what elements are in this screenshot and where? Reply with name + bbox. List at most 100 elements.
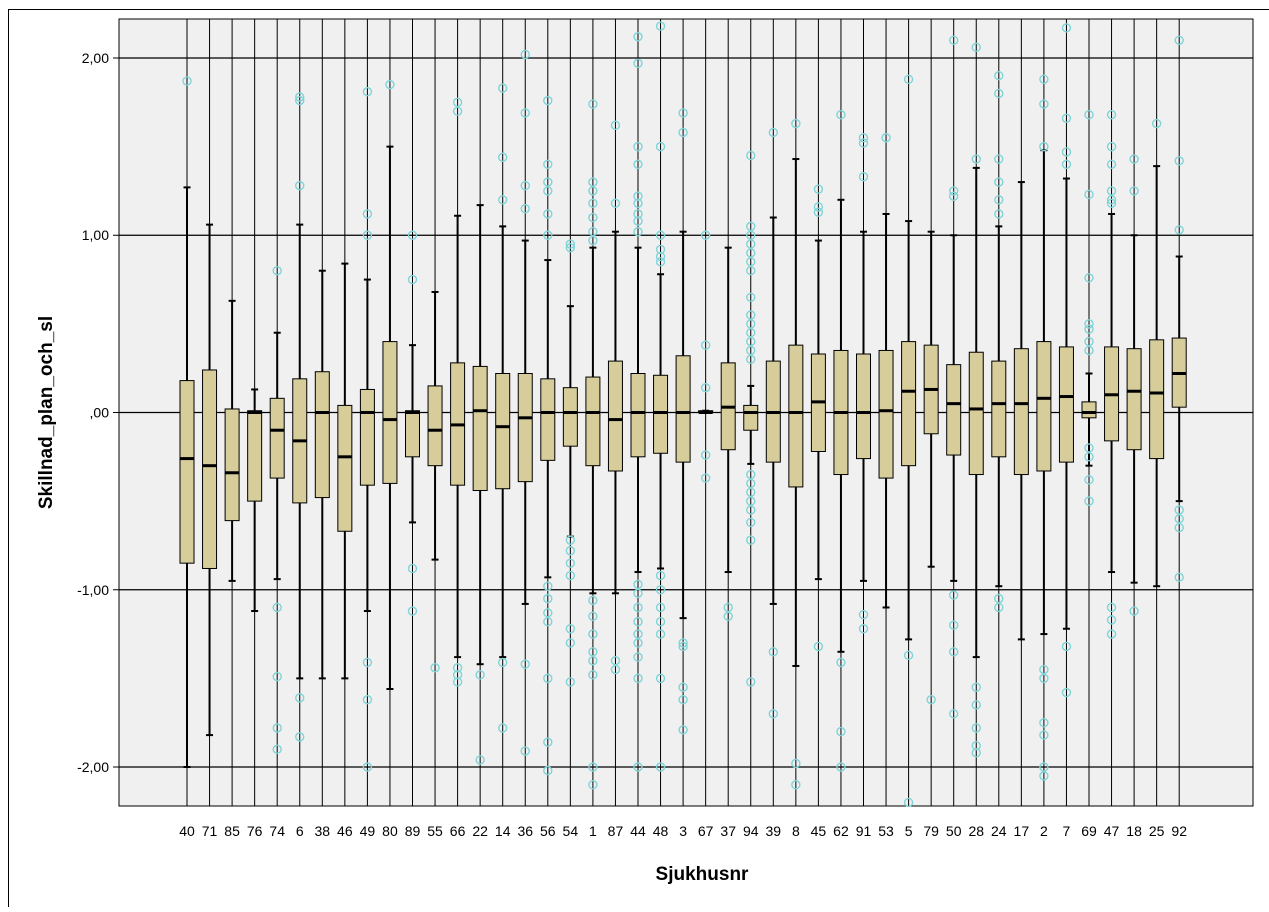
outlier-point: [836, 110, 846, 120]
outlier-point: [565, 638, 576, 648]
x-tick-label: 91: [856, 823, 872, 839]
outlier-point: [971, 741, 981, 751]
outlier-point: [295, 92, 305, 102]
outlier-point: [746, 319, 756, 329]
outlier-point: [543, 95, 553, 106]
outlier-point: [836, 762, 846, 772]
outlier-point: [565, 535, 576, 545]
outlier-point: [588, 629, 598, 639]
outlier-point: [768, 709, 778, 719]
outlier-point: [1174, 505, 1184, 515]
outlier-point: [791, 758, 801, 769]
outlier-point: [1039, 664, 1049, 675]
outlier-point: [746, 221, 756, 232]
outlier-point: [633, 638, 643, 648]
box: [968, 351, 984, 476]
outlier-point: [1084, 189, 1094, 200]
outlier-point: [633, 588, 643, 598]
outlier-point: [543, 159, 553, 170]
outlier-point: [1061, 687, 1072, 698]
outlier-point: [881, 133, 891, 143]
outlier-point: [994, 209, 1004, 219]
outlier-point: [1084, 452, 1094, 462]
outlier-point: [1061, 23, 1072, 33]
outlier-point: [858, 172, 869, 182]
outlier-point: [565, 677, 576, 687]
outlier-point: [520, 108, 530, 118]
outlier-point: [1174, 523, 1184, 533]
outlier-point: [1106, 629, 1117, 639]
page-border-left: [8, 9, 9, 907]
outlier-point: [746, 239, 756, 249]
outlier-point: [655, 21, 666, 31]
x-tick-label: 14: [495, 823, 511, 839]
box: [540, 378, 556, 461]
outlier-point: [520, 180, 530, 191]
x-tick-label: 66: [450, 823, 466, 839]
outlier-point: [678, 641, 688, 652]
outlier-point: [1039, 99, 1049, 109]
x-tick-label: 54: [563, 823, 579, 839]
outlier-point: [565, 570, 576, 581]
outlier-point: [633, 58, 643, 69]
outlier-point: [746, 517, 756, 528]
outlier-point: [746, 487, 756, 497]
outlier-point: [746, 354, 756, 365]
outlier-point: [994, 154, 1004, 164]
outlier-point: [633, 216, 643, 226]
box: [901, 341, 917, 467]
outlier-point: [362, 694, 373, 705]
outlier-point: [272, 744, 282, 754]
outlier-point: [452, 106, 463, 116]
y-tick-label: 1,00: [82, 227, 109, 243]
x-tick-label: 47: [1104, 823, 1120, 839]
outlier-point: [565, 239, 576, 249]
outlier-point: [272, 671, 282, 682]
outlier-point: [633, 652, 643, 662]
outlier-point: [926, 694, 936, 705]
outlier-point: [407, 230, 418, 240]
outlier-point: [543, 616, 553, 627]
x-tick-label: 45: [811, 823, 827, 839]
outlier-point: [588, 99, 598, 109]
outlier-point: [543, 765, 553, 776]
outlier-point: [633, 579, 643, 590]
outlier-point: [588, 647, 598, 657]
box: [179, 380, 195, 564]
outlier-point: [543, 737, 553, 747]
outlier-point: [498, 195, 508, 205]
outlier-point: [949, 647, 959, 657]
box: [1058, 346, 1074, 463]
outlier-point: [588, 780, 598, 790]
outlier-point: [385, 79, 395, 90]
box: [585, 376, 601, 467]
outlier-point: [498, 152, 508, 162]
outlier-point: [723, 602, 733, 613]
x-tick-label: 55: [427, 823, 443, 839]
outlier-point: [1061, 113, 1072, 123]
outlier-point: [1174, 225, 1184, 235]
outlier-point: [1084, 110, 1094, 120]
outlier-point: [746, 265, 756, 276]
outlier-point: [295, 693, 305, 703]
outlier-point: [655, 629, 666, 639]
outlier-point: [1039, 74, 1049, 84]
outlier-point: [295, 732, 305, 742]
box: [247, 410, 263, 502]
outlier-point: [746, 328, 756, 338]
outlier-point: [858, 609, 869, 620]
y-tick-label: ,00: [90, 405, 110, 421]
outlier-point: [1174, 514, 1184, 524]
outlier-point: [791, 118, 801, 129]
outlier-point: [655, 141, 666, 152]
outlier-point: [1106, 186, 1117, 196]
outlier-point: [588, 177, 598, 187]
outlier-point: [836, 657, 846, 668]
outlier-point: [1084, 345, 1094, 356]
x-tick-label: 38: [315, 823, 331, 839]
outlier-point: [655, 585, 666, 595]
box: [1149, 339, 1165, 460]
box: [269, 397, 285, 479]
outlier-point: [655, 230, 666, 240]
